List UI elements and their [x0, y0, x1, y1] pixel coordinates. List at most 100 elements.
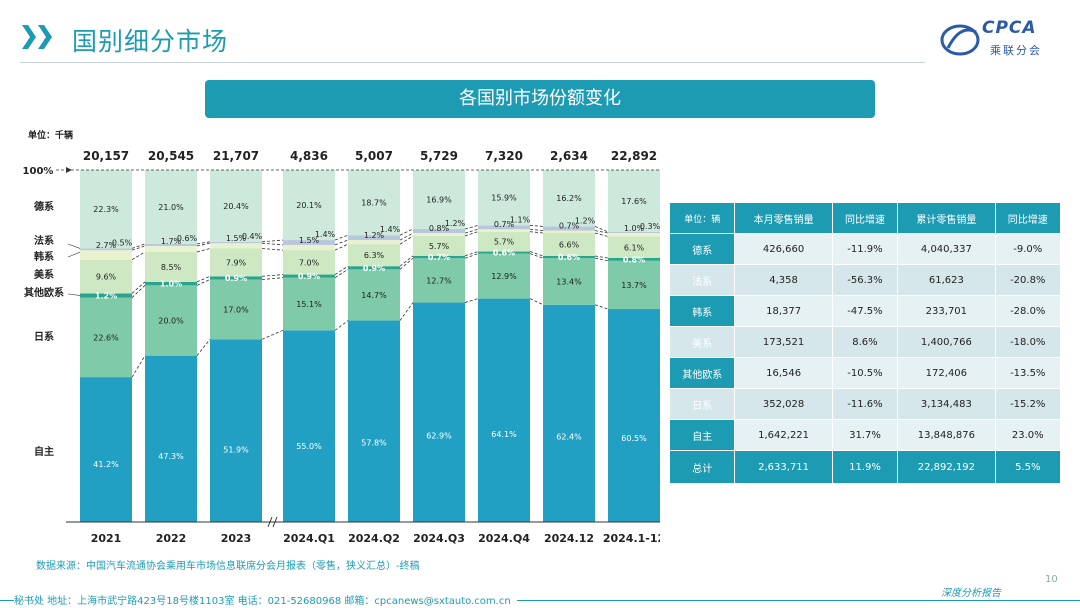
data-label: 13.4% [556, 277, 582, 286]
bar-segment [80, 297, 132, 378]
bar-segment [145, 285, 197, 356]
total-label: 总计 [668, 450, 736, 484]
data-label: 7.9% [226, 258, 247, 267]
row-label: 其他欧系 [668, 357, 736, 389]
data-label: 64.1% [491, 430, 517, 439]
legend-label: 日系 [34, 330, 54, 343]
x-tick-label: 2022 [156, 532, 187, 545]
chart-title-banner: 各国别市场份额变化 [205, 80, 875, 118]
connector-line [261, 248, 284, 251]
total-cell: 22,892,192 [897, 450, 996, 484]
connector-line [334, 268, 349, 279]
table-row: 法系 4,358 -56.3% 61,623 -20.8% [668, 264, 1062, 296]
table-row: 德系 426,660 -11.9% 4,040,337 -9.0% [668, 233, 1062, 265]
data-label: 1.5% [226, 234, 247, 243]
table-cell: 31.7% [831, 419, 899, 451]
legend-leader [67, 251, 81, 258]
legend-leader [67, 293, 81, 296]
table-cell: 352,028 [734, 388, 833, 420]
connector-line [196, 279, 211, 286]
table-cell: 233,701 [897, 295, 996, 327]
data-label: 0.9% [225, 274, 247, 283]
connector-line [594, 226, 609, 233]
table-header-row: 单位：辆 本月零售销量 同比增速 累计零售销量 同比增速 [668, 202, 1062, 234]
table-row: 其他欧系 16,546 -10.5% 172,406 -13.5% [668, 357, 1062, 389]
data-label: 15.1% [296, 300, 322, 309]
table-cell: 3,134,483 [897, 388, 996, 420]
data-label: 17.0% [223, 305, 249, 314]
unit-label: 单位：千辆 [28, 131, 74, 141]
data-label: 1.0% [160, 280, 182, 289]
connector-line [196, 248, 211, 253]
table-header-unit: 单位：辆 [668, 202, 736, 234]
data-label: 2.7% [96, 241, 117, 250]
data-label: 6.1% [624, 243, 645, 252]
data-label: 0.5% [112, 238, 133, 247]
x-tick-label: 2024.Q1 [283, 532, 335, 545]
bar-segment [608, 233, 660, 237]
bar-segment [80, 377, 132, 522]
connector-line [261, 277, 284, 280]
bar-segment [283, 274, 335, 278]
bar-segment [145, 251, 197, 282]
table-cell: 8.6% [831, 326, 899, 358]
total-label: 20,157 [83, 149, 129, 163]
total-label: 20,545 [148, 149, 194, 163]
bar-segment [348, 266, 400, 270]
table-cell: -18.0% [994, 326, 1062, 358]
data-label: 1.2% [364, 231, 385, 240]
connector-line [594, 255, 609, 259]
data-label: 1.7% [161, 237, 182, 246]
total-label: 5,729 [420, 149, 458, 163]
bar-segment [348, 235, 400, 241]
connector-line [334, 239, 349, 246]
data-label: 1.2% [445, 219, 466, 228]
logo-subtext: 乘联分会 [990, 44, 1042, 57]
data-label: 20.4% [223, 202, 249, 211]
bar-segment [210, 339, 262, 522]
x-tick-label: 2024.1-12 [603, 532, 660, 545]
connector-line [399, 235, 414, 245]
table-header: 同比增速 [994, 202, 1062, 234]
connector-line [464, 251, 479, 257]
connector-line [196, 241, 211, 245]
data-label: 16.2% [556, 194, 582, 203]
data-label: 0.9% [363, 264, 385, 273]
chevron-right-icon [38, 25, 52, 49]
connector-line [334, 320, 349, 331]
bar-segment [80, 259, 132, 294]
bar-segment [478, 231, 530, 252]
connector-line [594, 257, 609, 262]
data-label: 20.1% [296, 201, 322, 210]
connector-line [529, 231, 544, 234]
data-label: 0.3% [640, 222, 660, 231]
bar-segment [210, 248, 262, 277]
connector-line [334, 234, 349, 241]
data-label: 1.2% [575, 216, 596, 225]
data-label: 51.9% [223, 446, 249, 455]
data-label: 0.6% [177, 234, 198, 243]
legend-label: 自主 [34, 445, 54, 458]
data-label: 17.6% [621, 197, 647, 206]
bar-segment [478, 225, 530, 230]
data-label: 22.6% [93, 333, 119, 342]
total-cell: 5.5% [994, 450, 1062, 484]
total-label: 7,320 [485, 149, 523, 163]
bar-segment [283, 170, 335, 241]
connector-line [464, 253, 479, 259]
table-cell: 4,040,337 [897, 233, 996, 265]
axis-break-mark [267, 516, 273, 528]
total-cell: 2,633,711 [734, 450, 833, 484]
bar-segment [145, 245, 197, 252]
bar-segment [608, 231, 660, 234]
bar-segment [478, 298, 530, 522]
bar-segment [413, 170, 465, 229]
x-tick-label: 2024.Q2 [348, 532, 400, 545]
data-label: 62.9% [426, 432, 452, 441]
stacked-bar-chart: 41.2% 22.6% 1.2% 9.6% 2.7%0.5% 22.3% 20,157 202… [23, 149, 660, 545]
data-label: 1.4% [380, 225, 401, 234]
bar-segment [413, 228, 465, 234]
data-label: 8.5% [161, 263, 182, 272]
bar-segment [478, 251, 530, 254]
data-label: 0.7% [559, 222, 580, 231]
